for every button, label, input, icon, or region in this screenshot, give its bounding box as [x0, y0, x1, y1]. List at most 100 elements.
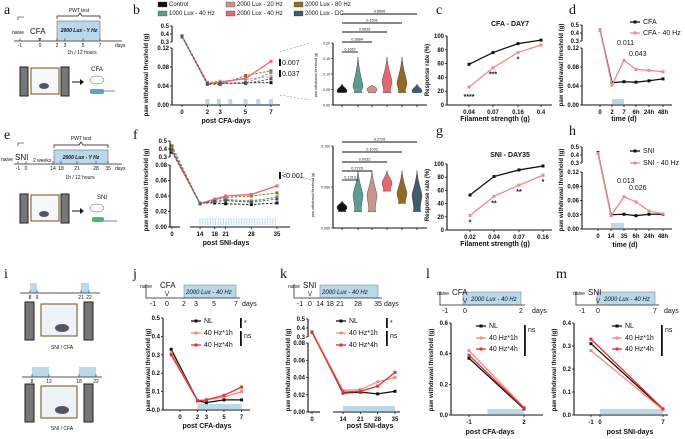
chart-d: 0.00 0.04 0.08 0.120.3 0.4 0.5 0 2 7 6h 24h 48h time… — [559, 19, 681, 123]
legend-label: NL — [204, 318, 213, 325]
data-point — [310, 331, 314, 334]
panel-letter-j: j — [132, 267, 137, 282]
chart-f-violin: 0.000 0.050 0.100 paw withdrawal threshold … — [281, 138, 427, 231]
light-panel-right — [83, 383, 94, 423]
data-point — [358, 388, 362, 392]
data-point — [180, 34, 184, 38]
schematic-e: PWT test 2000 Lux - Y Hz naive SNI 2 wee… — [1, 136, 126, 224]
data-point — [541, 173, 545, 177]
arrow-head-icon — [80, 79, 84, 85]
legend-label: NL — [349, 318, 358, 325]
chart-b-violin: 0.00 0.05 0.10 0.15 0.20 paw withdrawal thres… — [279, 10, 427, 108]
timeline-k: 2000 Lux - 40 Hz naive SNI -1 0 14 18 21 28 35 day… — [288, 281, 399, 308]
data-point — [539, 38, 543, 42]
violin — [396, 56, 408, 93]
schedule-label: 1h / 12 hours — [67, 50, 97, 56]
x-tick-label: 0.07 — [487, 110, 499, 116]
y-tick-label: 0.08 — [155, 163, 167, 169]
y-tick-label: 0.3 — [152, 353, 161, 359]
y-tick-label: 40 — [437, 202, 444, 208]
p-value-annotation: 0.037 — [282, 71, 300, 78]
panel-letter-i: i — [4, 267, 8, 282]
model-label: CFA — [160, 281, 176, 290]
stimulation-window — [81, 283, 89, 293]
y-tick-label: 0.1 — [563, 390, 572, 396]
stimulation-bar — [205, 99, 210, 104]
data-point — [240, 398, 244, 402]
timeline-ticks: 8 9 21 22 — [29, 290, 92, 301]
violin — [396, 170, 408, 204]
y-tick-label: 0.00 — [293, 410, 305, 416]
y-tick-label: 0.4 — [152, 334, 161, 340]
timeline-tick-label: 2 — [182, 301, 186, 308]
rat-icon — [55, 406, 69, 414]
violin — [336, 200, 348, 212]
y-tick-label: 0.3 — [571, 39, 580, 45]
y-tick-label: 60 — [437, 62, 444, 68]
y-tick-label: 0.05 — [323, 88, 330, 92]
chart-h: 0.00 0.03 0.06 0.09 0.12 0.3 0.4 0.5 0 14 35 6h 24h 4… — [559, 145, 680, 249]
y-tick-label: 0.5 — [161, 24, 170, 30]
y-tick-label: 0.5 — [152, 316, 161, 322]
legend-label: 40 Hz*1h — [625, 335, 654, 342]
y-tick-label: 0.12 — [567, 46, 579, 52]
data-point — [622, 58, 626, 62]
data-point — [467, 353, 471, 357]
timeline-tick-label: 18 — [76, 379, 82, 385]
y-axis-label: paw withdrawal threshold (g) — [559, 149, 565, 232]
zoom-guide-line — [281, 171, 316, 182]
y-tick-label: 0.00 — [323, 104, 330, 108]
chart-c: 0 20 40 60 80 100 0.04 0.07 0.16 0.4 Filament stre… — [425, 21, 552, 123]
data-point — [661, 77, 665, 81]
legend-marker — [633, 149, 637, 153]
data-point — [634, 214, 638, 218]
y-tick-label: 0.4 — [571, 31, 580, 37]
violin — [366, 84, 378, 93]
data-point — [589, 342, 593, 346]
model-label: CFA — [452, 288, 468, 297]
significance-label: * — [390, 320, 393, 327]
data-point — [222, 398, 226, 402]
x-axis-label: Filament strength (g) — [460, 241, 530, 248]
legend-swatch — [293, 10, 304, 17]
x-tick-label: 0.07 — [513, 235, 525, 241]
chart-j: 0.0 0.1 0.2 0.3 0.4 0.5 0 2 3 5 7 post CFA-days paw … — [146, 316, 252, 430]
x-tick-label: 21 — [222, 232, 229, 238]
surgery-label: SNI — [97, 195, 107, 201]
series-line — [170, 352, 242, 402]
legend-label: SNI - 40 Hz — [643, 160, 680, 167]
caption: SNI / CFA — [51, 345, 74, 351]
legend-label: 40 Hz*4h — [489, 346, 518, 353]
y-tick-label: 0.4 — [571, 153, 580, 159]
violin — [352, 56, 364, 93]
x-tick-label: 18 — [211, 232, 218, 238]
chart-title: CFA - DAY7 — [491, 21, 529, 28]
light-panel-left — [24, 383, 35, 423]
y-axis-label: paw withdrawal threshold (g) — [146, 329, 152, 412]
p-value-annotation: 0.013 — [617, 178, 635, 185]
injection-arrow-icon — [462, 297, 468, 304]
chart-f: 0.00 0.02 0.04 0.06 0.08 0.3 0.4 0.5 0 14 18 21 28 35… — [144, 139, 304, 247]
legend-label: NL — [489, 323, 498, 330]
legend-marker — [479, 336, 483, 340]
panel-letter-b: b — [133, 3, 140, 18]
chart-m: 0.0 0.1 0.2 0.3 0.4 -1 0 7 post SNI-days paw with… — [552, 321, 673, 436]
series-line — [590, 338, 664, 410]
y-axis-label: paw withdrawal threshold (g) — [144, 34, 150, 117]
timeline-tick-label: 7 — [234, 301, 238, 308]
y-tick-label: 0.5 — [571, 23, 580, 29]
timeline-axis — [145, 284, 240, 299]
data-point — [269, 69, 273, 73]
timeline-tick-label: 18 — [326, 301, 334, 308]
y-tick-label: 0.20 — [323, 42, 330, 46]
y-tick-label: 0.06 — [155, 179, 167, 185]
data-point — [492, 194, 496, 198]
light-panel-left — [19, 193, 29, 224]
violin — [352, 170, 364, 212]
schedule-label: 1h / 12 hours — [65, 175, 95, 181]
y-tick-label: 0.09 — [567, 184, 579, 190]
timeline-unit: days — [115, 43, 126, 49]
